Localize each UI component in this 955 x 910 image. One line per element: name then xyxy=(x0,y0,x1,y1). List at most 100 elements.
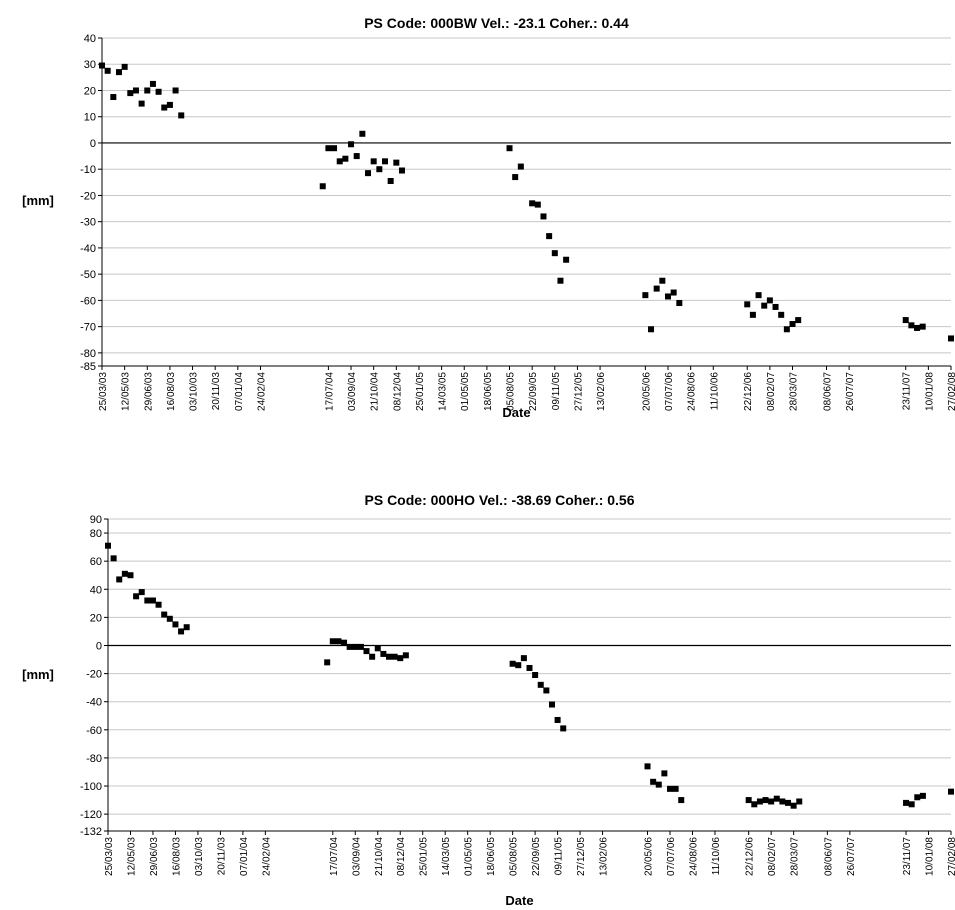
x-tick-label: 22/12/06 xyxy=(743,372,754,411)
x-tick-label: 13/02/06 xyxy=(599,837,610,876)
data-point xyxy=(509,660,516,667)
data-point xyxy=(919,323,926,330)
x-tick-label: 23/11/07 xyxy=(902,372,913,411)
data-point xyxy=(166,101,173,108)
data-series xyxy=(99,62,954,342)
data-point xyxy=(374,645,381,652)
gridlines xyxy=(108,518,951,832)
data-point xyxy=(543,687,550,694)
data-point xyxy=(393,159,400,166)
data-point xyxy=(178,628,185,635)
data-point xyxy=(402,652,409,659)
y-tick-label: -20 xyxy=(80,190,96,202)
x-tick-label: 24/08/06 xyxy=(687,372,698,411)
data-point xyxy=(744,301,751,308)
x-tick-label: 27/12/05 xyxy=(576,837,587,876)
data-point xyxy=(166,615,173,622)
x-tick-label: 25/03/03 xyxy=(98,372,109,411)
data-point xyxy=(795,317,802,324)
data-point xyxy=(341,639,348,646)
data-point xyxy=(116,576,123,583)
data-point xyxy=(110,94,117,101)
x-axis-title: Date xyxy=(505,893,533,908)
chart-title: PS Code: 000HO Vel.: -38.69 Coher.: 0.56 xyxy=(365,492,635,508)
x-tick-label: 24/02/04 xyxy=(261,837,272,876)
data-point xyxy=(520,655,527,662)
data-point xyxy=(650,778,657,785)
data-point xyxy=(670,289,677,296)
data-point xyxy=(183,624,190,631)
data-point xyxy=(642,292,649,299)
data-point xyxy=(783,326,790,333)
x-tick-label: 07/01/04 xyxy=(239,837,250,876)
data-point xyxy=(380,650,387,657)
data-point xyxy=(644,763,651,770)
x-tick-label: 22/12/06 xyxy=(745,837,756,876)
data-point xyxy=(902,317,909,324)
y-tick-label: 0 xyxy=(96,640,102,652)
data-point xyxy=(506,145,513,152)
data-point xyxy=(778,311,785,318)
data-point xyxy=(398,167,405,174)
data-point xyxy=(370,158,377,165)
data-point xyxy=(749,311,756,318)
data-point xyxy=(342,155,349,162)
data-point xyxy=(768,798,775,805)
data-point xyxy=(517,163,524,170)
data-point xyxy=(903,799,910,806)
data-point xyxy=(761,302,768,309)
data-point xyxy=(386,653,392,660)
y-tick-label: -80 xyxy=(86,753,102,765)
data-point xyxy=(745,797,752,804)
x-tick-label: 28/03/07 xyxy=(790,837,801,876)
x-tick-label: 11/10/06 xyxy=(711,837,722,876)
data-point xyxy=(105,542,111,549)
data-point xyxy=(104,67,111,74)
data-point xyxy=(121,63,128,70)
data-point xyxy=(678,797,685,804)
data-point xyxy=(914,794,921,801)
x-tick-label: 07/01/04 xyxy=(234,372,245,411)
x-tick-label: 03/10/03 xyxy=(194,837,205,876)
x-tick-label: 08/06/07 xyxy=(823,837,834,876)
data-point xyxy=(546,233,553,240)
data-point xyxy=(149,80,156,87)
data-point xyxy=(144,87,151,94)
x-tick-label: 08/12/04 xyxy=(396,837,407,876)
x-tick-label: 22/09/05 xyxy=(531,837,542,876)
data-point xyxy=(324,659,331,666)
chart-title: PS Code: 000BW Vel.: -23.1 Coher.: 0.44 xyxy=(364,15,629,31)
x-tick-label: 16/08/03 xyxy=(171,837,182,876)
x-tick-label: 08/02/07 xyxy=(766,372,777,411)
x-tick-label: 01/05/05 xyxy=(460,372,471,411)
y-tick-label: -40 xyxy=(80,243,96,255)
x-tick-label: 03/10/03 xyxy=(189,372,200,411)
x-tick-label: 05/08/05 xyxy=(506,372,517,411)
data-point xyxy=(155,88,162,95)
x-tick-label: 07/07/06 xyxy=(664,372,675,411)
data-point xyxy=(512,174,519,181)
y-tick-label: 0 xyxy=(90,138,96,150)
x-tick-label: 20/05/06 xyxy=(641,372,652,411)
x-tick-label: 29/06/03 xyxy=(149,837,160,876)
x-tick-label: 27/02/08 xyxy=(947,837,955,876)
data-point xyxy=(515,662,522,669)
x-tick-label: 24/08/06 xyxy=(688,837,699,876)
y-tick-label: -70 xyxy=(80,322,96,334)
data-point xyxy=(557,277,564,284)
data-point xyxy=(115,69,122,76)
y-tick-label: 90 xyxy=(90,514,102,526)
x-tick-label: 14/03/05 xyxy=(441,837,452,876)
data-point xyxy=(755,292,762,299)
y-tick-label: -50 xyxy=(80,269,96,281)
data-point xyxy=(548,701,555,708)
data-point xyxy=(789,321,796,328)
x-tick-label: 18/06/05 xyxy=(486,837,497,876)
data-point xyxy=(948,335,954,342)
data-point xyxy=(357,643,364,650)
x-tick-label: 25/01/05 xyxy=(415,372,426,411)
data-point xyxy=(391,653,398,660)
x-tick-label: 03/09/04 xyxy=(351,837,362,876)
y-tick-label: -20 xyxy=(86,669,102,681)
data-point xyxy=(319,183,326,190)
